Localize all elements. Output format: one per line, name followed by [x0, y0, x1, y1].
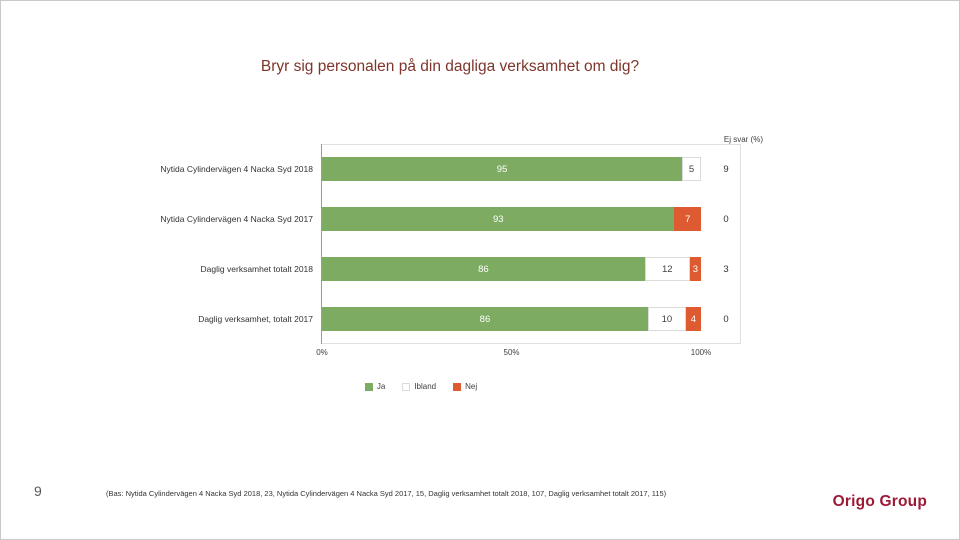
- page-number: 9: [34, 483, 42, 499]
- category-label: Nytida Cylindervägen 4 Nacka Syd 2017: [160, 214, 313, 224]
- x-axis-tick-label: 100%: [690, 348, 712, 357]
- category-label: Daglig verksamhet, totalt 2017: [198, 314, 313, 324]
- bar-segment-ibland: 12: [644, 257, 690, 281]
- bar-segment-ja: 86: [322, 257, 645, 281]
- bar-segment-nej: 7: [674, 207, 701, 231]
- category-label: Daglig verksamhet totalt 2018: [200, 264, 313, 274]
- legend-swatch-icon: [364, 382, 373, 391]
- bar-track: 95 5: [322, 157, 701, 181]
- chart-title: Bryr sig personalen på din dagliga verks…: [260, 58, 640, 75]
- legend-label: Nej: [465, 382, 478, 391]
- bar-segment-nej: 4: [685, 307, 701, 331]
- legend-label: Ibland: [414, 382, 437, 391]
- chart-row: Nytida Cylindervägen 4 Nacka Syd 2017 93 7…: [101, 194, 763, 244]
- origo-group-logo: Origo Group: [832, 493, 927, 510]
- chart-row: Daglig verksamhet, totalt 2017 86 10 4 0: [101, 294, 763, 344]
- chart-legend: Ja Ibland Nej: [101, 382, 741, 391]
- legend-item-nej: Nej: [453, 382, 477, 391]
- y-axis-line: [321, 144, 322, 344]
- x-axis-tick-label: 50%: [503, 348, 520, 357]
- bar-track: 86 10 4: [322, 307, 701, 331]
- bar-segment-ja: 95: [322, 157, 683, 181]
- bar-segment-ja: 93: [322, 207, 675, 231]
- chart-row: Daglig verksamhet totalt 2018 86 12 3 3: [101, 244, 763, 294]
- x-axis-tick-label: 0%: [316, 348, 328, 357]
- category-label: Nytida Cylindervägen 4 Nacka Syd 2018: [160, 164, 313, 174]
- legend-item-ja: Ja: [364, 382, 386, 391]
- bar-segment-ibland: 5: [682, 157, 701, 181]
- legend-swatch-icon: [402, 382, 411, 391]
- bar-segment-ja: 86: [322, 307, 648, 331]
- base-note: (Bas: Nytida Cylindervägen 4 Nacka Syd 2…: [106, 489, 667, 498]
- stacked-bar-chart: Nytida Cylindervägen 4 Nacka Syd 2018 95 5…: [101, 144, 763, 344]
- ej-svar-axis-label: Ej svar (%): [723, 135, 763, 144]
- legend-swatch-icon: [453, 382, 462, 391]
- x-axis-ticks: 0% 50% 100%: [101, 348, 763, 360]
- chart-row: Nytida Cylindervägen 4 Nacka Syd 2018 95 5…: [101, 144, 763, 194]
- bar-track: 93 7: [322, 207, 701, 231]
- legend-label: Ja: [376, 382, 386, 391]
- ej-svar-value: 0: [723, 313, 729, 325]
- ej-svar-value: 0: [723, 213, 729, 225]
- bar-segment-ibland: 10: [647, 307, 686, 331]
- bar-segment-nej: 3: [689, 257, 701, 281]
- ej-svar-value: 9: [723, 163, 729, 175]
- bar-track: 86 12 3: [322, 257, 701, 281]
- ej-svar-value: 3: [723, 263, 729, 275]
- legend-item-ibland: Ibland: [402, 382, 436, 391]
